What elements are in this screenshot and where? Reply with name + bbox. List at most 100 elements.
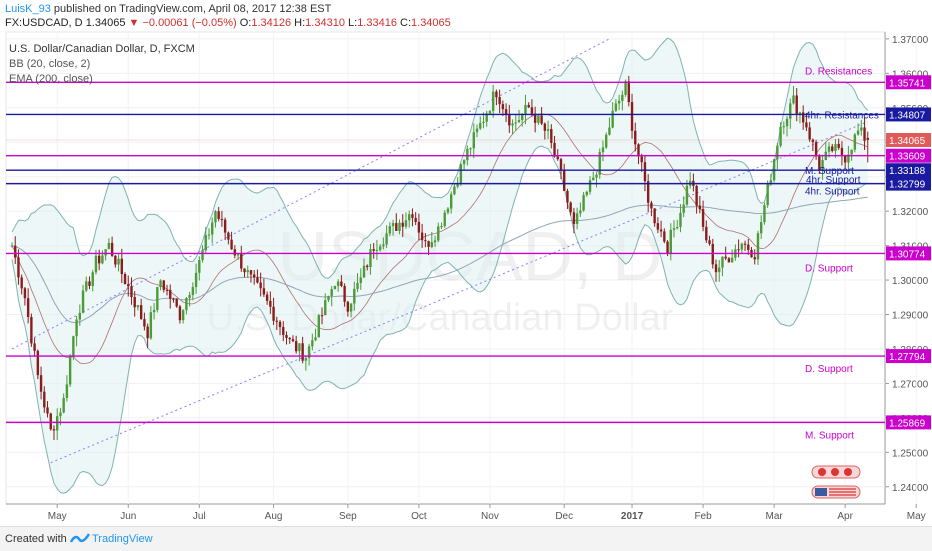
candle-body — [294, 341, 298, 352]
candle — [640, 153, 643, 172]
candle — [165, 284, 169, 296]
candle — [608, 117, 611, 136]
candle-body — [317, 315, 320, 338]
candle — [779, 122, 782, 148]
candle-body — [75, 319, 78, 337]
candle — [459, 163, 463, 186]
level-price-tag-bg — [886, 148, 931, 163]
level-label: D. Support — [805, 364, 853, 375]
candle — [805, 112, 808, 132]
candle-body — [39, 375, 43, 392]
candle — [785, 115, 789, 137]
candle — [524, 94, 527, 125]
candle — [207, 228, 211, 240]
candle-body — [847, 154, 850, 163]
level-price-tag: 1.30774 — [886, 246, 931, 261]
candle-body — [592, 177, 595, 181]
level-label: 4hr. Support — [806, 175, 861, 186]
symbol-name: FX:USDCAD, D — [5, 17, 83, 29]
candle-body — [679, 212, 682, 227]
candle-body — [49, 413, 52, 430]
candle-body — [798, 112, 802, 115]
candle-body — [776, 145, 779, 160]
y-tick-label: 1.24000 — [892, 483, 929, 494]
candle — [501, 100, 505, 117]
candle-body — [588, 180, 592, 192]
candle-body — [737, 249, 740, 251]
candle-body — [469, 148, 472, 150]
candle — [766, 180, 769, 208]
candle — [753, 249, 756, 265]
y-tick-label: 1.32000 — [892, 207, 929, 218]
candle — [356, 273, 359, 293]
tradingview-logo-icon — [70, 533, 90, 543]
candle — [240, 245, 243, 272]
candle-body — [747, 244, 750, 250]
x-tick-label: Sep — [339, 511, 357, 522]
tradingview-link[interactable]: TradingView — [92, 533, 153, 545]
candle — [269, 291, 272, 314]
candle — [856, 123, 860, 136]
candle — [808, 122, 811, 142]
candle — [569, 201, 572, 216]
candle — [634, 122, 637, 152]
flag-dot — [844, 468, 852, 476]
candle-body — [43, 391, 46, 408]
candle-body — [579, 210, 582, 214]
candle — [553, 135, 556, 158]
candle-body — [653, 208, 656, 224]
candle — [798, 111, 802, 124]
candle — [136, 304, 140, 311]
candle — [262, 278, 266, 297]
candle-body — [546, 129, 550, 131]
candle-body — [346, 301, 350, 312]
candle — [75, 315, 78, 347]
candle-body — [68, 356, 72, 385]
candle — [291, 335, 295, 343]
level-label: 4hr. Support — [805, 187, 860, 198]
candle-body — [705, 226, 708, 241]
candle — [249, 270, 253, 283]
candle-body — [856, 130, 860, 135]
level-label: M. Support — [805, 430, 854, 441]
candle — [375, 239, 379, 260]
candle — [85, 276, 88, 293]
candle-body — [311, 340, 314, 347]
candle — [491, 84, 495, 118]
candle-body — [753, 257, 756, 260]
candle — [81, 284, 85, 314]
candle-body — [172, 298, 175, 300]
candle — [123, 272, 127, 285]
candle — [336, 279, 340, 292]
candle-body — [543, 123, 547, 131]
candle-body — [521, 114, 524, 121]
candle-body — [708, 240, 711, 244]
candle — [543, 122, 547, 140]
candle — [453, 183, 456, 196]
candle — [343, 283, 346, 307]
candle-body — [714, 264, 718, 273]
price-chart[interactable]: 1.370001.360001.350001.340001.330001.320… — [0, 0, 932, 526]
candle-body — [721, 256, 724, 268]
candle-body — [10, 245, 14, 247]
x-tick-label: May — [48, 511, 67, 522]
candle — [437, 222, 440, 242]
y-tick-label: 1.25000 — [892, 448, 929, 459]
candle — [708, 235, 711, 246]
candle-body — [537, 115, 540, 123]
author-link[interactable]: LuisK_93 — [5, 3, 51, 15]
candle — [475, 124, 479, 138]
candle-body — [133, 297, 136, 308]
candle-body — [198, 260, 201, 273]
candle — [679, 204, 682, 233]
y-tick-label: 1.36000 — [892, 69, 929, 80]
level-price-tag-bg — [886, 415, 931, 430]
level-price-tag: 1.25869 — [886, 415, 931, 430]
candle — [743, 240, 747, 251]
level-label: D. Resistances — [805, 66, 872, 77]
candle — [372, 243, 375, 259]
candle — [621, 90, 624, 111]
candle — [637, 143, 640, 165]
candle — [304, 355, 308, 371]
candle — [740, 242, 744, 253]
